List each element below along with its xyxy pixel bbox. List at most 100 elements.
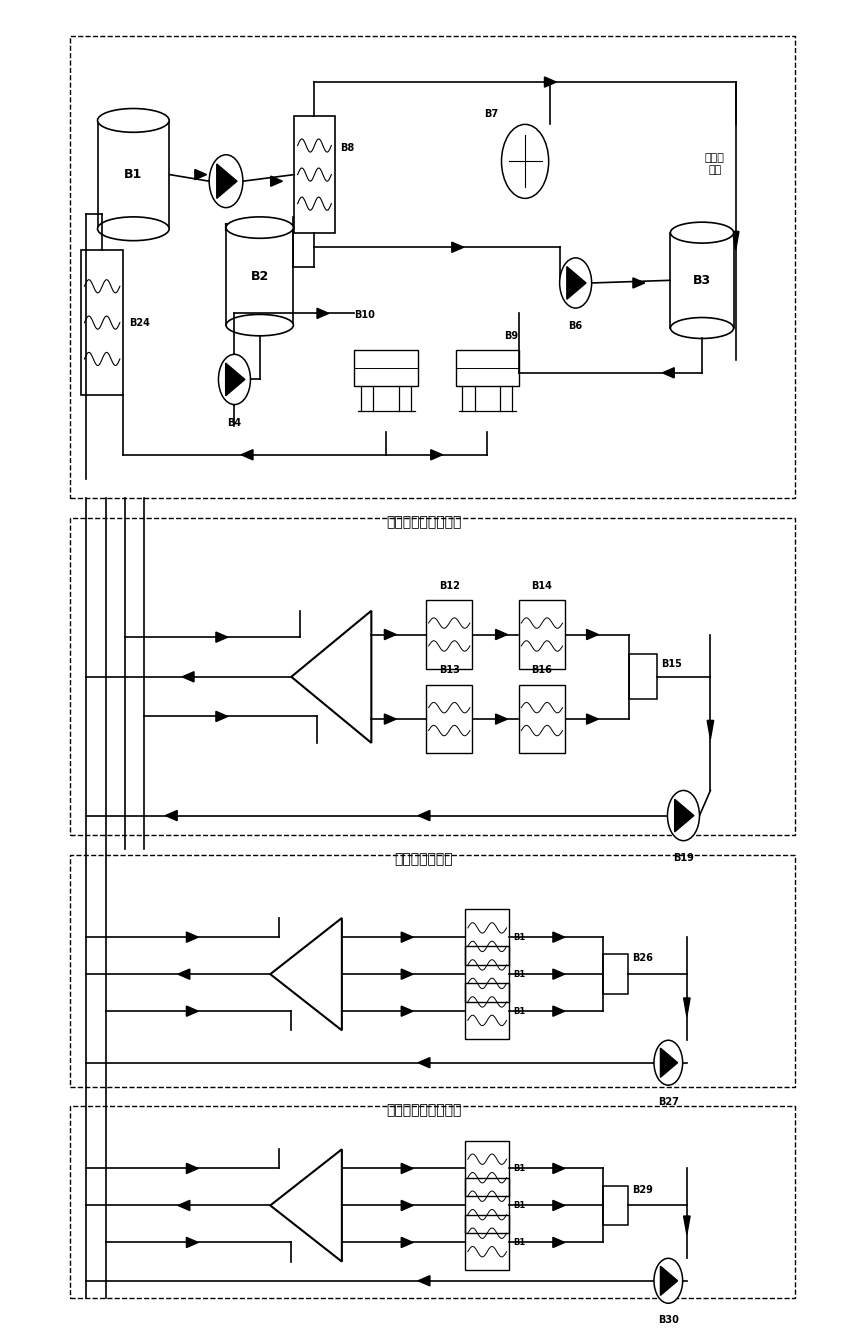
Polygon shape xyxy=(401,970,413,979)
Bar xyxy=(81,250,123,395)
Text: B1: B1 xyxy=(513,1007,526,1016)
Bar xyxy=(70,855,795,1087)
Bar xyxy=(455,350,519,386)
Polygon shape xyxy=(553,932,565,942)
Polygon shape xyxy=(178,1201,190,1210)
Polygon shape xyxy=(216,632,228,642)
Polygon shape xyxy=(317,309,329,318)
Text: B5: B5 xyxy=(223,223,237,234)
Bar xyxy=(466,910,509,964)
Text: 室内滑冰公司控制区: 室内滑冰公司控制区 xyxy=(387,1104,461,1117)
Text: B8: B8 xyxy=(340,144,354,153)
Bar xyxy=(603,1185,628,1225)
Text: B13: B13 xyxy=(438,665,460,676)
Bar xyxy=(466,1141,509,1196)
Polygon shape xyxy=(633,278,644,289)
Bar xyxy=(603,955,628,994)
Polygon shape xyxy=(553,970,565,979)
Polygon shape xyxy=(187,1164,198,1173)
Bar xyxy=(354,350,418,386)
Polygon shape xyxy=(675,799,694,831)
Polygon shape xyxy=(401,1005,413,1016)
Polygon shape xyxy=(216,712,228,722)
Text: B12: B12 xyxy=(438,581,460,591)
Polygon shape xyxy=(401,1164,413,1173)
Polygon shape xyxy=(384,714,396,724)
Polygon shape xyxy=(165,810,177,821)
Bar xyxy=(426,685,472,754)
Ellipse shape xyxy=(98,109,169,132)
Text: B16: B16 xyxy=(532,665,552,676)
Bar xyxy=(70,36,795,499)
Polygon shape xyxy=(707,721,714,739)
Bar xyxy=(519,685,565,754)
Text: B15: B15 xyxy=(661,658,683,669)
Polygon shape xyxy=(661,1048,678,1077)
Polygon shape xyxy=(495,714,507,724)
Polygon shape xyxy=(683,998,690,1016)
Circle shape xyxy=(209,154,243,207)
Text: 天然气
管网: 天然气 管网 xyxy=(705,153,724,174)
Text: 冷库公司控制区: 冷库公司控制区 xyxy=(394,853,454,867)
Circle shape xyxy=(219,354,250,404)
Polygon shape xyxy=(182,672,194,682)
Bar xyxy=(426,600,472,669)
Bar xyxy=(466,983,509,1039)
Polygon shape xyxy=(195,169,207,180)
Text: B1: B1 xyxy=(513,1238,526,1248)
Polygon shape xyxy=(226,363,245,396)
Polygon shape xyxy=(733,231,739,250)
Text: B27: B27 xyxy=(658,1097,678,1107)
Text: B30: B30 xyxy=(658,1315,678,1325)
Ellipse shape xyxy=(671,318,734,338)
Polygon shape xyxy=(401,932,413,942)
Text: B6: B6 xyxy=(568,322,583,331)
Text: B9: B9 xyxy=(504,331,518,340)
Polygon shape xyxy=(553,1237,565,1248)
Polygon shape xyxy=(187,1005,198,1016)
Ellipse shape xyxy=(226,217,293,238)
Polygon shape xyxy=(431,450,443,460)
Polygon shape xyxy=(452,242,464,253)
Bar xyxy=(466,947,509,1001)
Polygon shape xyxy=(418,1275,430,1286)
Polygon shape xyxy=(187,1237,198,1248)
Text: 冷能服务公司控制区: 冷能服务公司控制区 xyxy=(387,516,461,529)
Text: B19: B19 xyxy=(673,853,694,863)
Circle shape xyxy=(560,258,592,309)
Polygon shape xyxy=(553,1005,565,1016)
Bar xyxy=(294,117,335,233)
Polygon shape xyxy=(544,77,556,88)
Polygon shape xyxy=(418,810,430,821)
Ellipse shape xyxy=(671,222,734,243)
Text: B1: B1 xyxy=(124,168,142,181)
Bar xyxy=(628,654,657,700)
Text: B3: B3 xyxy=(693,274,711,287)
Text: B10: B10 xyxy=(354,310,375,321)
Text: B1: B1 xyxy=(513,1201,526,1210)
Circle shape xyxy=(667,790,700,841)
Polygon shape xyxy=(401,1201,413,1210)
Circle shape xyxy=(501,125,549,198)
Bar xyxy=(466,1177,509,1233)
Polygon shape xyxy=(418,1057,430,1068)
Bar xyxy=(70,519,795,835)
Text: B14: B14 xyxy=(532,581,552,591)
Circle shape xyxy=(654,1040,683,1085)
Polygon shape xyxy=(271,176,282,186)
Polygon shape xyxy=(401,1237,413,1248)
Polygon shape xyxy=(384,629,396,640)
Polygon shape xyxy=(587,714,599,724)
Ellipse shape xyxy=(98,217,169,241)
Polygon shape xyxy=(495,629,507,640)
Circle shape xyxy=(654,1258,683,1303)
Text: B1: B1 xyxy=(513,932,526,942)
Bar xyxy=(70,1107,795,1298)
Polygon shape xyxy=(178,970,190,979)
Ellipse shape xyxy=(226,314,293,335)
Text: B7: B7 xyxy=(484,109,499,120)
Bar xyxy=(466,1214,509,1270)
Text: B1: B1 xyxy=(513,970,526,979)
Text: B1: B1 xyxy=(513,1164,526,1173)
Polygon shape xyxy=(566,266,586,299)
